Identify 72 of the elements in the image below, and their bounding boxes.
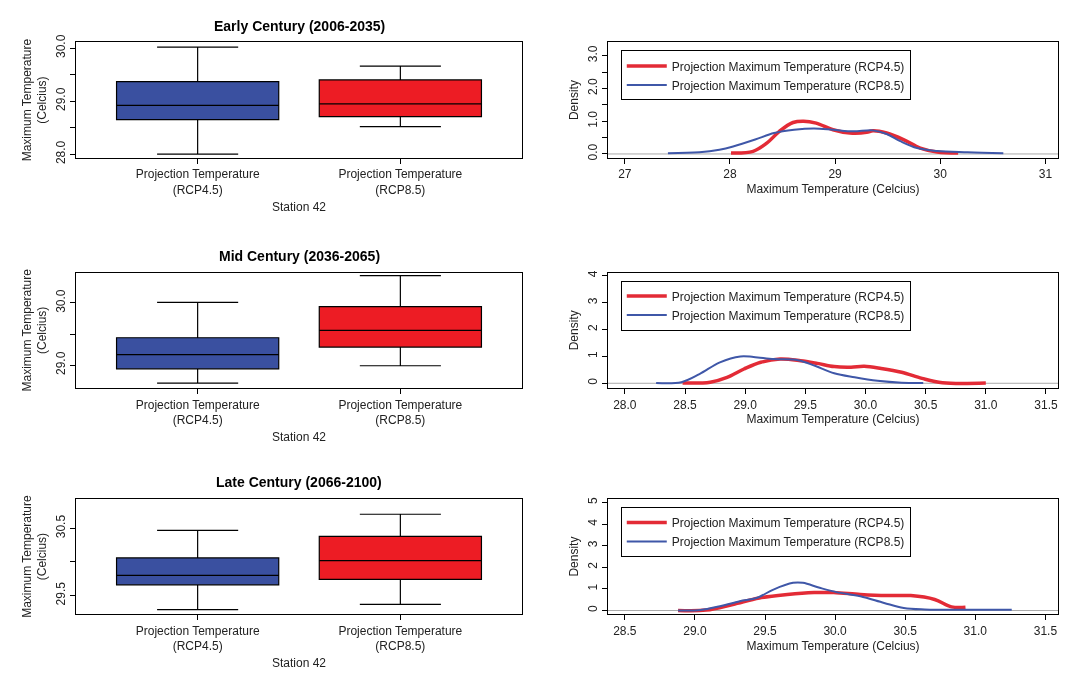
- x-tick-label: 31: [1038, 167, 1053, 182]
- y-tick-label: 4: [586, 518, 601, 526]
- y-tick-label: 3: [586, 540, 601, 548]
- line-series: [655, 355, 925, 385]
- y-tick-label: 29.0: [54, 87, 69, 112]
- y-tick-label: 30.5: [54, 514, 69, 539]
- line-series: [666, 127, 1005, 155]
- x-tick-label: Projection Temperature (RCP4.5): [135, 167, 260, 197]
- line-series: [677, 581, 1013, 612]
- x-tick-label: 31.5: [1033, 623, 1058, 638]
- legend-label: Projection Maximum Temperature (RCP4.5): [671, 59, 905, 74]
- y-tick-label: 3.0: [586, 45, 601, 63]
- y-axis-title: Density: [567, 80, 582, 121]
- x-axis-title: Station 42: [271, 199, 327, 214]
- x-tick-label: 31.0: [974, 397, 998, 412]
- legend-label: Projection Maximum Temperature (RCP8.5): [671, 308, 905, 323]
- x-axis-title: Station 42: [271, 656, 327, 671]
- x-tick-label: 28.5: [613, 623, 637, 638]
- y-tick-label: 0: [586, 605, 601, 613]
- y-axis-title: Density: [567, 310, 582, 351]
- x-tick-label: 29.0: [733, 397, 758, 412]
- y-tick-label: 3: [586, 297, 601, 305]
- x-tick-label: Projection Temperature (RCP4.5): [135, 397, 260, 428]
- x-axis-title: Maximum Temperature (Celcius): [746, 638, 920, 653]
- y-tick-label: 1.0: [586, 110, 601, 128]
- x-tick-label: Projection Temperature (RCP8.5): [338, 623, 463, 654]
- y-axis-title: Density: [567, 536, 582, 577]
- x-tick-label: 29.0: [683, 623, 707, 638]
- y-tick-label: 5: [586, 497, 601, 505]
- y-axis-title: Maximum Temperature (Celcius): [19, 268, 50, 392]
- x-tick-label: 28.0: [613, 397, 637, 412]
- x-tick-label: 30.0: [853, 397, 878, 412]
- x-tick-label: 30.0: [823, 623, 848, 638]
- y-axis-title: Maximum Temperature (Celcius): [19, 495, 50, 618]
- x-tick-label: 31.0: [963, 623, 988, 638]
- x-tick-label: 28.5: [673, 397, 698, 412]
- y-tick-label: 2: [586, 561, 601, 569]
- x-tick-label: 30.5: [913, 397, 938, 412]
- x-axis-title: Station 42: [271, 430, 327, 444]
- legend-label: Projection Maximum Temperature (RCP8.5): [671, 535, 905, 550]
- y-tick-label: 4: [586, 270, 601, 278]
- y-axis-title: Maximum Temperature (Celcius): [19, 38, 50, 162]
- legend-label: Projection Maximum Temperature (RCP8.5): [671, 78, 905, 93]
- x-tick-label: 31.5: [1034, 397, 1058, 412]
- x-tick-label: Projection Temperature (RCP8.5): [338, 397, 463, 428]
- x-axis-title: Maximum Temperature (Celcius): [746, 412, 920, 427]
- y-tick-label: 2: [586, 324, 601, 332]
- y-tick-label: 1: [586, 583, 601, 591]
- x-axis-title: Maximum Temperature (Celcius): [746, 182, 920, 197]
- x-tick-label: 27: [618, 167, 632, 182]
- y-tick-label: 30.0: [54, 34, 69, 58]
- x-tick-label: Projection Temperature (RCP8.5): [338, 167, 463, 197]
- x-tick-label: 29.5: [793, 397, 818, 412]
- y-tick-label: 1: [586, 350, 601, 358]
- x-tick-label: 30: [933, 167, 948, 182]
- y-tick-label: 28.0: [54, 140, 69, 165]
- x-tick-label: 30.5: [893, 623, 918, 638]
- x-tick-label: 29: [828, 167, 843, 182]
- chart-title: Late Century (2066-2100): [216, 474, 382, 490]
- y-tick-label: 2.0: [586, 77, 601, 95]
- chart-title: Early Century (2006-2035): [214, 18, 386, 34]
- x-tick-label: 29.5: [753, 623, 778, 638]
- x-tick-label: 28: [723, 167, 737, 182]
- y-tick-label: 0: [586, 377, 601, 385]
- y-tick-label: 29.5: [54, 581, 69, 606]
- y-tick-label: 0.0: [586, 143, 601, 161]
- x-tick-label: Projection Temperature (RCP4.5): [135, 623, 260, 654]
- y-tick-label: 29.0: [54, 351, 69, 375]
- y-tick-label: 30.0: [54, 289, 69, 313]
- legend-label: Projection Maximum Temperature (RCP4.5): [671, 516, 905, 531]
- legend-label: Projection Maximum Temperature (RCP4.5): [671, 289, 905, 304]
- chart-title: Mid Century (2036-2065): [219, 248, 381, 264]
